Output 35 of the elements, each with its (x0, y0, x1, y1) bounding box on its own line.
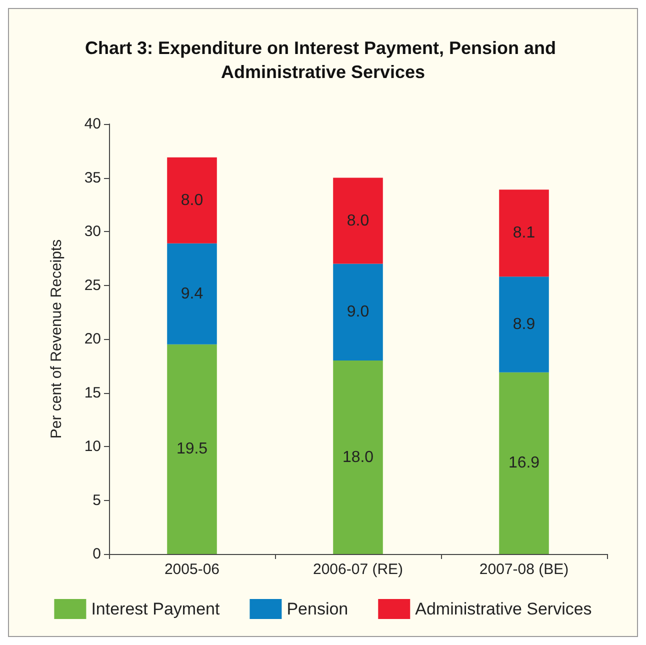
data-label: 8.0 (180, 192, 204, 209)
data-label: 18.0 (342, 448, 374, 466)
bar (167, 243, 217, 344)
bar (499, 190, 549, 277)
legend-label: Interest Payment (91, 600, 220, 618)
bar (333, 360, 383, 554)
data-label: 8.1 (512, 224, 536, 242)
data-label: 8.9 (512, 316, 536, 333)
bar (499, 276, 549, 372)
data-label: 9.0 (346, 304, 370, 321)
y-axis-title: Per cent of Revenue Receipts (48, 239, 65, 439)
y-tick-label: 20 (84, 330, 101, 348)
bar (499, 372, 549, 554)
y-tick-label: 15 (84, 384, 101, 402)
y-tick-label: 25 (84, 276, 101, 294)
bar (333, 178, 383, 264)
bar (167, 157, 217, 244)
y-tick-label: 40 (84, 116, 101, 132)
data-label: 8.0 (346, 212, 370, 230)
y-tick-label: 5 (92, 492, 101, 509)
bar (333, 264, 383, 360)
x-tick-label: 2006-07 (RE) (312, 561, 404, 578)
y-tick-label: 10 (84, 438, 101, 455)
y-tick-label: 35 (84, 169, 101, 186)
bar (167, 344, 217, 554)
chart-title: Chart 3: Expenditure on Interest Payment, Pension and Administrative Services (84, 38, 562, 82)
legend-label: Pension (286, 600, 348, 618)
data-label: 16.9 (508, 454, 540, 472)
x-tick-label: 2007-08 (BE) (479, 561, 569, 578)
x-tick-label: 2005-06 (164, 561, 220, 578)
data-label: 9.4 (180, 285, 204, 302)
legend-label: Administrative Services (415, 600, 592, 618)
y-tick-label: 30 (84, 223, 101, 240)
y-tick-label: 0 (92, 546, 101, 562)
data-label: 19.5 (176, 440, 208, 458)
